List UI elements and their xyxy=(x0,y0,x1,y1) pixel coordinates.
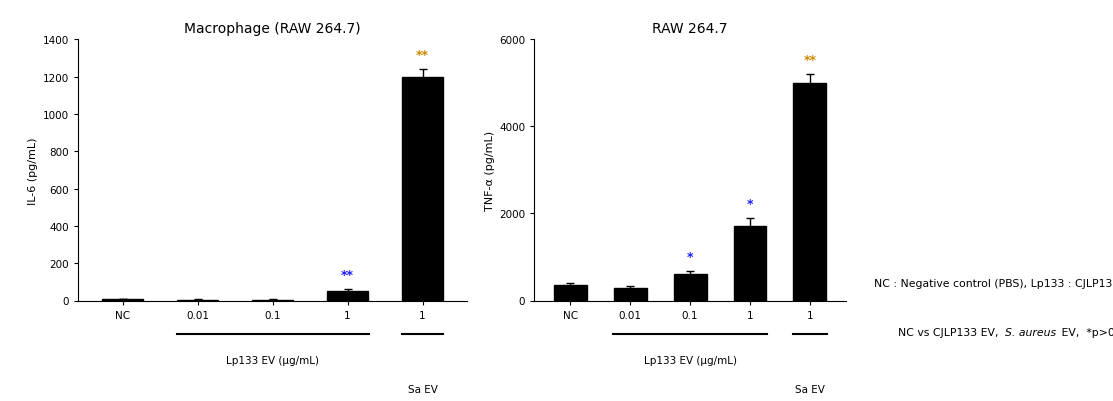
Text: **: ** xyxy=(804,54,817,67)
Text: Sa EV: Sa EV xyxy=(795,384,825,394)
Text: Sa EV: Sa EV xyxy=(407,384,437,394)
Y-axis label: TNF-α (pg/mL): TNF-α (pg/mL) xyxy=(485,130,495,211)
Text: NC vs CJLP133 EV,: NC vs CJLP133 EV, xyxy=(898,327,1002,337)
Title: RAW 264.7: RAW 264.7 xyxy=(652,22,728,36)
Bar xyxy=(794,83,826,301)
Text: *: * xyxy=(687,250,693,263)
Text: **: ** xyxy=(416,49,429,62)
Text: Lp133 EV (μg/mL): Lp133 EV (μg/mL) xyxy=(643,355,737,365)
Bar xyxy=(613,289,647,301)
Y-axis label: IL-6 (pg/mL): IL-6 (pg/mL) xyxy=(29,137,39,204)
Bar xyxy=(673,275,707,301)
Bar xyxy=(252,300,294,301)
Text: **: ** xyxy=(341,268,354,282)
Title: Macrophage (RAW 264.7): Macrophage (RAW 264.7) xyxy=(185,22,361,36)
Text: S. aureus: S. aureus xyxy=(1005,327,1056,337)
Text: NC : Negative control (PBS), Lp133 : CJLP133, Sa :: NC : Negative control (PBS), Lp133 : CJL… xyxy=(874,279,1113,289)
Bar xyxy=(177,300,218,301)
Bar xyxy=(327,292,368,301)
Bar xyxy=(402,77,443,301)
Text: EV,  *p>0.05,  **p>0.001: EV, *p>0.05, **p>0.001 xyxy=(1058,327,1113,337)
Text: Lp133 EV (μg/mL): Lp133 EV (μg/mL) xyxy=(226,355,319,365)
Bar xyxy=(554,286,587,301)
Text: *: * xyxy=(747,197,754,211)
Bar xyxy=(102,299,144,301)
Bar xyxy=(733,227,767,301)
